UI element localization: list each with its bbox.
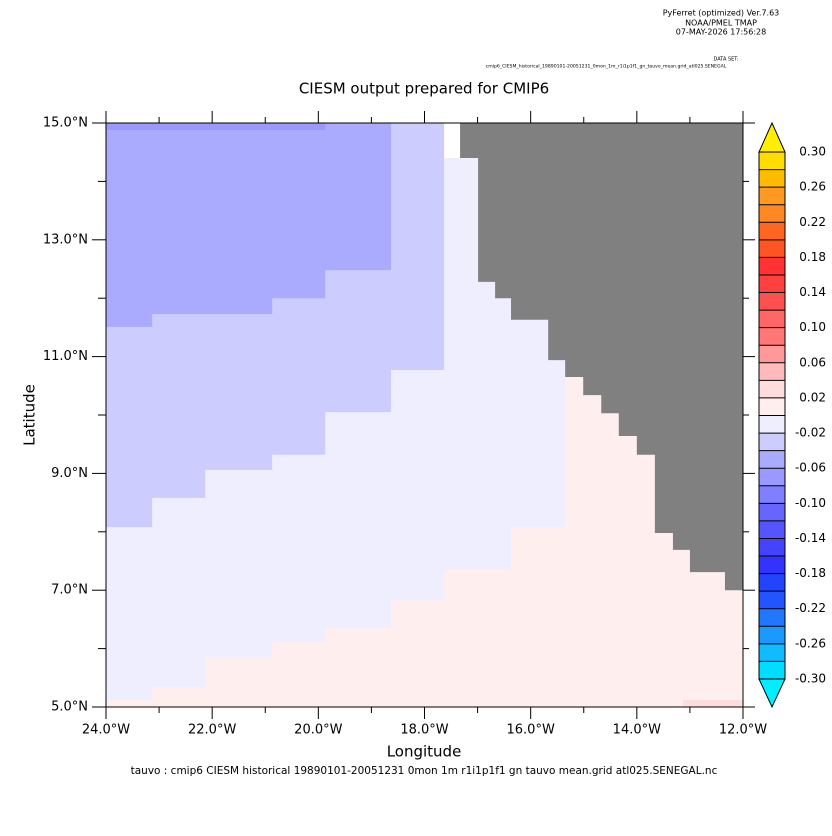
- colorbar-bin: [759, 608, 785, 627]
- y-tick-label: 11.0°N: [43, 349, 88, 364]
- colorbar-bin: [759, 556, 785, 574]
- colorbar-bin: [759, 327, 785, 346]
- x-tick-label: 24.0°W: [82, 723, 130, 738]
- colorbar-label: 0.30: [799, 145, 826, 159]
- colorbar-under: [758, 678, 786, 709]
- colorbar-label: 0.02: [799, 390, 826, 404]
- y-tick-label: 7.0°N: [51, 583, 88, 598]
- missing-region: [444, 123, 461, 159]
- colorbar-bin: [759, 450, 785, 469]
- colorbar-bin: [759, 169, 785, 188]
- colorbar-label: -0.02: [795, 426, 826, 440]
- colorbar-bin: [759, 415, 785, 434]
- contour-region: [106, 123, 392, 327]
- contour-region: [683, 699, 743, 707]
- colorbar-bin: [759, 397, 785, 416]
- y-tick-label: 13.0°N: [43, 232, 88, 247]
- colorbar-bin: [759, 626, 785, 644]
- colorbar-label: 0.06: [799, 355, 826, 369]
- colorbar-bin: [759, 152, 785, 170]
- colorbar-bin: [759, 661, 785, 679]
- colorbar-bin: [759, 257, 785, 275]
- colorbar-label: -0.14: [795, 531, 826, 545]
- colorbar-bin: [759, 239, 785, 258]
- colorbar-bin: [759, 187, 785, 205]
- colorbar-label: 0.26: [799, 180, 826, 194]
- colorbar-over: [758, 121, 786, 153]
- colorbar-bin: [759, 520, 785, 539]
- x-axis-label: Longitude: [387, 743, 462, 761]
- y-tick-label: 15.0°N: [43, 116, 88, 131]
- colorbar-bin: [759, 204, 785, 223]
- colorbar-bin: [759, 345, 785, 363]
- colorbar-bin: [759, 643, 785, 662]
- colorbar-bin: [759, 310, 785, 328]
- colorbar-bin: [759, 503, 785, 521]
- colorbar-bin: [759, 292, 785, 311]
- colorbar-bin: [759, 573, 785, 592]
- land: [460, 123, 743, 591]
- colorbar-bin: [759, 433, 785, 451]
- colorbar-label: 0.14: [799, 285, 826, 299]
- header-line: NOAA/PMEL TMAP: [685, 19, 757, 28]
- colorbar-label: -0.18: [795, 566, 826, 580]
- y-tick-label: 5.0°N: [51, 700, 88, 715]
- header-line: 07-MAY-2026 17:56:28: [676, 28, 766, 37]
- colorbar-label: -0.10: [795, 496, 826, 510]
- colorbar-bin: [759, 380, 785, 398]
- colorbar-frame: [758, 151, 786, 680]
- x-tick-label: 12.0°W: [719, 723, 767, 738]
- colorbar-label: -0.30: [795, 672, 826, 686]
- x-tick-label: 16.0°W: [507, 723, 555, 738]
- colorbar-label: 0.18: [799, 250, 826, 264]
- colorbar-label: -0.26: [795, 636, 826, 650]
- y-tick-label: 9.0°N: [51, 466, 88, 481]
- colorbar-bin: [759, 485, 785, 504]
- y-axis-label: Latitude: [21, 384, 39, 446]
- dataset-label: DATA SET:: [714, 57, 739, 63]
- colorbar-bin: [759, 362, 785, 381]
- dataset-name: cmip6_CIESM_historical_19890101-20051231…: [486, 64, 727, 70]
- colorbar-label: -0.22: [795, 601, 826, 615]
- x-tick-label: 18.0°W: [400, 723, 448, 738]
- x-tick-label: 20.0°W: [294, 723, 342, 738]
- colorbar-bin: [759, 468, 785, 486]
- contour-region: [106, 123, 326, 131]
- colorbar-bin: [759, 274, 785, 293]
- colorbar-label: 0.10: [799, 320, 826, 334]
- colorbar-bin: [759, 591, 785, 609]
- footer: tauvo : cmip6 CIESM historical 19890101-…: [131, 765, 718, 777]
- header-line: PyFerret (optimized) Ver.7.63: [663, 9, 780, 18]
- colorbar-bin: [759, 538, 785, 557]
- x-tick-label: 22.0°W: [188, 723, 236, 738]
- colorbar-label: -0.06: [795, 461, 826, 475]
- colorbar-bin: [759, 222, 785, 240]
- x-tick-label: 14.0°W: [613, 723, 661, 738]
- chart-title: CIESM output prepared for CMIP6: [299, 80, 549, 98]
- colorbar-label: 0.22: [799, 215, 826, 229]
